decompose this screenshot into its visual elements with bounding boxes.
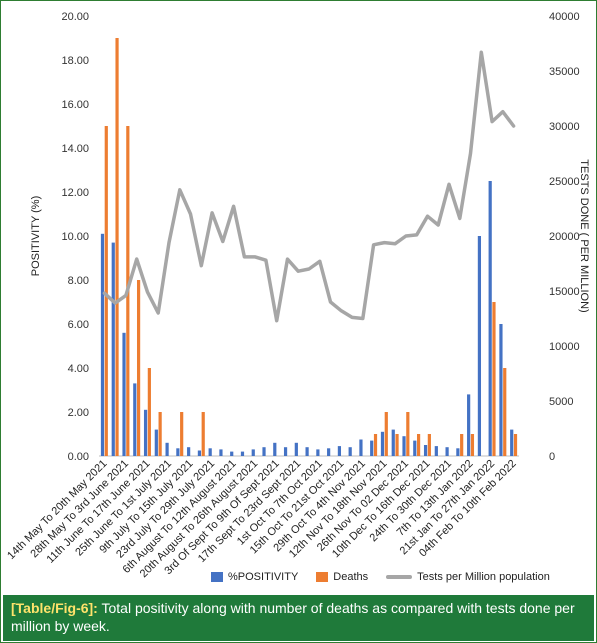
y2-tick-label: 40000	[549, 11, 580, 23]
tests-swatch	[386, 575, 413, 579]
deaths-bar	[104, 126, 108, 456]
positivity-bar	[230, 451, 234, 456]
deaths-bar	[384, 412, 388, 456]
positivity-bar	[165, 442, 169, 456]
positivity-bar	[413, 440, 417, 456]
y-tick-label: 14.00	[61, 143, 89, 155]
positivity-bar	[283, 447, 288, 456]
positivity-bar	[316, 449, 320, 456]
y-tick-label: 2.00	[68, 407, 89, 419]
tests-line	[102, 50, 516, 323]
positivity-bar	[197, 450, 202, 456]
deaths-bar	[115, 38, 119, 456]
legend-label-positivity: %POSITIVITY	[228, 571, 299, 583]
y-tick-label: 6.00	[68, 319, 89, 331]
legend-item-deaths: Deaths	[316, 571, 368, 583]
caption-text: Total positivity along with number of de…	[11, 600, 575, 634]
positivity-bar	[187, 447, 191, 456]
positivity-bar	[434, 446, 438, 456]
y2-tick-label: 5000	[549, 396, 573, 408]
deaths-bar	[427, 434, 431, 456]
positivity-bar	[122, 332, 126, 456]
positivity-bar	[445, 447, 449, 456]
legend-label-deaths: Deaths	[333, 571, 369, 583]
positivity-bar	[100, 233, 105, 456]
deaths-swatch	[316, 572, 329, 582]
positivity-bar	[251, 449, 255, 456]
positivity-bar	[240, 451, 245, 456]
legend-label-tests: Tests per Million population	[417, 571, 550, 583]
positivity-bar	[143, 409, 148, 456]
positivity-bar	[337, 446, 342, 456]
deaths-bar	[492, 302, 496, 456]
deaths-bar	[416, 434, 421, 456]
positivity-bar	[111, 242, 115, 456]
y-tick-label: 16.00	[61, 99, 89, 111]
deaths-bar	[503, 368, 507, 456]
caption-fig-label: [Table/Fig-6]:	[11, 600, 98, 616]
positivity-bar	[456, 448, 460, 456]
deaths-bar	[406, 412, 410, 456]
legend-item-positivity: %POSITIVITY	[211, 571, 298, 583]
y-tick-label: 0.00	[68, 451, 89, 463]
positivity-bar	[176, 448, 180, 456]
y2-tick-label: 25000	[549, 176, 580, 188]
y-tick-label: 12.00	[61, 187, 89, 199]
positivity-bar	[294, 442, 298, 456]
deaths-bar	[513, 434, 518, 456]
positivity-bar	[423, 445, 428, 456]
deaths-bar	[136, 280, 141, 456]
y2-tick-label: 10000	[549, 341, 580, 353]
y2-tick-label: 0	[549, 451, 555, 463]
y-tick-label: 4.00	[68, 363, 89, 375]
y2-tick-label: 35000	[549, 66, 580, 78]
positivity-bar	[391, 429, 395, 456]
positivity-bar	[154, 429, 158, 456]
deaths-bar	[460, 434, 464, 456]
positivity-bar	[477, 236, 482, 456]
deaths-bar	[395, 434, 399, 456]
positivity-bar	[133, 383, 137, 456]
y-tick-label: 18.00	[61, 55, 89, 67]
y-tick-label: 10.00	[61, 231, 89, 243]
positivity-bar	[273, 442, 277, 456]
y-tick-label: 8.00	[68, 275, 89, 287]
positivity-bar	[510, 429, 514, 456]
positivity-bar	[262, 447, 266, 456]
y-axis-title: POSITIVITY (%)	[30, 196, 42, 276]
y2-tick-label: 20000	[549, 231, 580, 243]
deaths-bar	[180, 412, 184, 456]
positivity-bar	[402, 436, 406, 456]
positivity-bar	[327, 448, 331, 456]
positivity-bar	[359, 439, 363, 456]
positivity-bar	[467, 394, 471, 456]
positivity-bar	[488, 181, 492, 456]
deaths-bar	[201, 412, 205, 456]
positivity-bar	[208, 448, 212, 456]
positivity-bar	[380, 431, 385, 456]
positivity-bar	[219, 449, 223, 456]
deaths-bar	[147, 368, 151, 456]
y2-axis-title: TESTS DONE ( PER MILLION)	[578, 159, 590, 312]
positivity-bar	[370, 440, 374, 456]
deaths-bar	[373, 434, 378, 456]
deaths-bar	[470, 434, 475, 456]
chart: 0.00 2.00 4.00 6.00 8.00 10.00 12.00 14.00 16.00…	[5, 11, 590, 580]
positivity-bar	[348, 447, 352, 456]
y2-tick-label: 30000	[549, 121, 580, 133]
deaths-bar	[158, 412, 162, 456]
figure-caption: [Table/Fig-6]: Total positivity along wi…	[3, 595, 594, 641]
positivity-bar	[305, 447, 309, 456]
y2-tick-label: 15000	[549, 286, 580, 298]
positivity-bar	[499, 324, 503, 456]
positivity-swatch	[211, 572, 223, 582]
y-tick-label: 20.00	[61, 11, 89, 23]
legend-item-tests: Tests per Million population	[386, 571, 550, 583]
chart-legend: %POSITIVITY Deaths Tests per Million pop…	[211, 571, 550, 583]
